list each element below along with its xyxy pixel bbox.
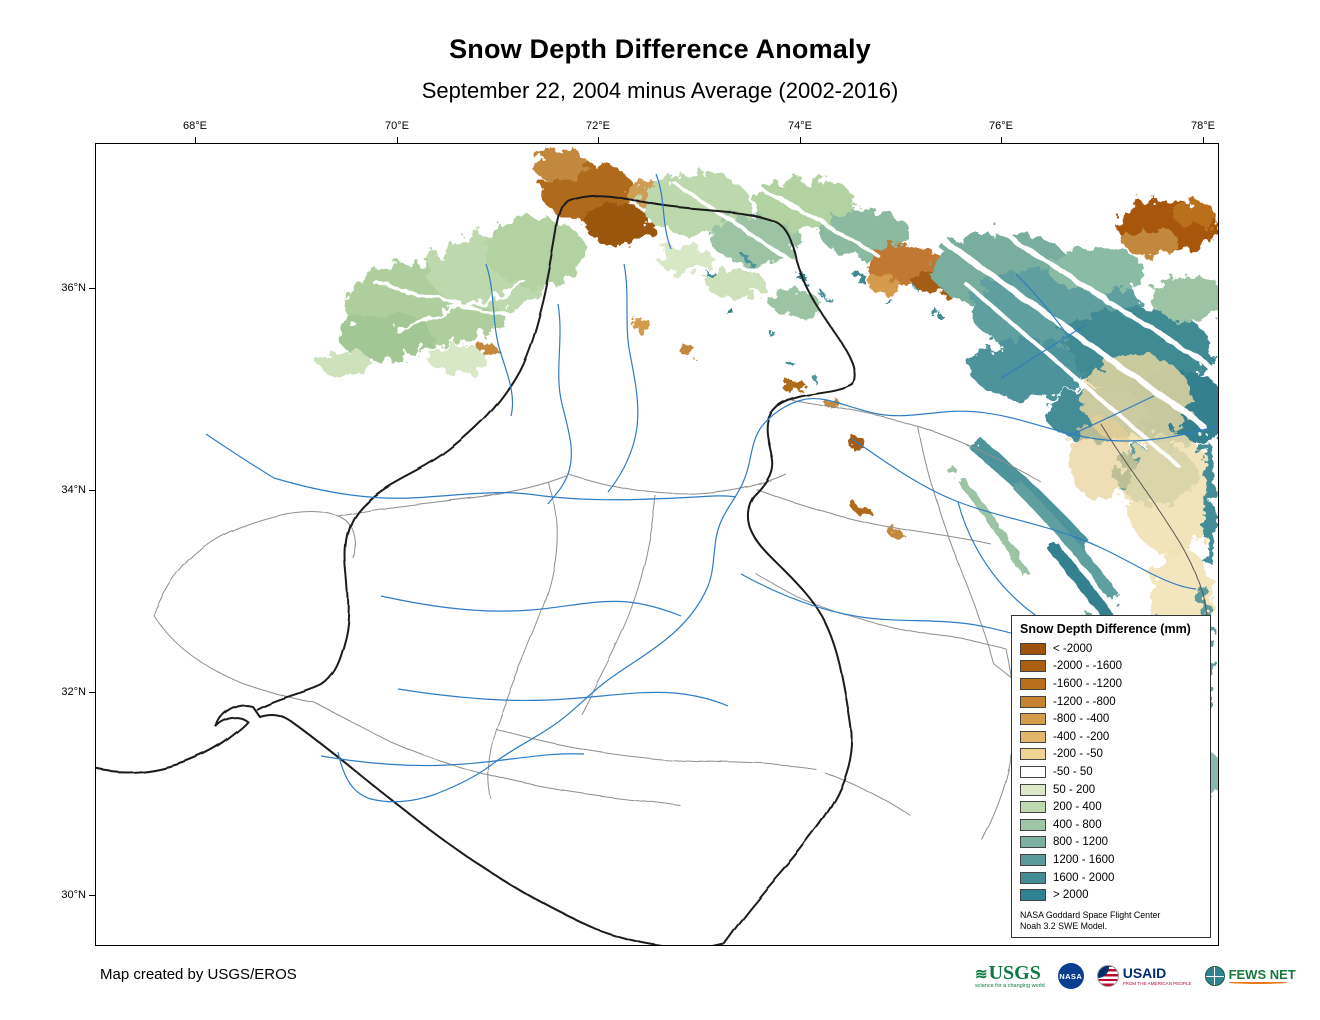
legend-label: 50 - 200 [1053,783,1096,796]
legend-title: Snow Depth Difference (mm) [1020,622,1191,636]
legend-row: -800 - -400 [1020,710,1202,728]
legend-label: 1600 - 2000 [1053,871,1115,884]
legend: Snow Depth Difference (mm) < -2000 -2000… [1011,615,1211,938]
legend-source-line2: Noah 3.2 SWE Model. [1020,920,1108,931]
legend-label: -1600 - -1200 [1053,677,1123,690]
legend-row: < -2000 [1020,640,1202,658]
y-tick-label: 30°N [61,889,86,901]
basin-boundary [96,193,856,945]
legend-label: -400 - -200 [1053,730,1110,743]
legend-row: 800 - 1200 [1020,834,1202,852]
legend-swatch [1020,695,1046,708]
legend-swatch [1020,783,1046,796]
legend-swatch [1020,642,1046,655]
map-credit: Map created by USGS/EROS [100,966,297,983]
legend-swatch [1020,677,1046,690]
usaid-tagline: FROM THE AMERICAN PEOPLE [1122,981,1192,986]
y-tick-mark [89,288,95,289]
x-tick-mark [397,137,398,143]
x-tick-mark [1203,137,1204,143]
legend-swatch [1020,660,1046,673]
legend-row: -400 - -200 [1020,728,1202,746]
legend-row: -50 - 50 [1020,763,1202,781]
legend-source-note: NASA Goddard Space Flight Center Noah 3.… [1020,910,1202,932]
y-tick-label: 34°N [61,484,86,496]
fewsnet-logo: FEWS NET [1204,966,1296,986]
legend-label: -1200 - -800 [1053,695,1116,708]
y-tick-mark [89,490,95,491]
x-tick-label: 70°E [385,120,409,132]
page-subtitle: September 22, 2004 minus Average (2002-2… [421,78,899,103]
legend-swatch [1020,836,1046,849]
legend-swatch [1020,730,1046,743]
legend-row: 200 - 400 [1020,798,1202,816]
x-tick-mark [800,137,801,143]
legend-row: -2000 - -1600 [1020,658,1202,676]
legend-swatch [1020,871,1046,884]
page-title: Snow Depth Difference Anomaly [449,34,871,64]
usaid-logo: USAID FROM THE AMERICAN PEOPLE [1096,965,1192,987]
legend-label: 1200 - 1600 [1053,853,1115,866]
logo-strip: ≋USGS science for a changing world NASA … [975,956,1296,996]
usgs-wave-icon: ≋ [975,966,988,983]
legend-label: -2000 - -1600 [1053,660,1123,673]
legend-row: 1200 - 1600 [1020,851,1202,869]
legend-label: -200 - -50 [1053,748,1103,761]
legend-row: > 2000 [1020,886,1202,904]
x-tick-label: 68°E [183,120,207,132]
usaid-wordmark: USAID [1122,965,1167,981]
legend-label: > 2000 [1053,889,1089,902]
usgs-wordmark: USGS [988,961,1041,984]
legend-swatch [1020,748,1046,761]
y-tick-mark [89,895,95,896]
x-tick-mark [1001,137,1002,143]
usaid-flag-icon [1096,965,1119,987]
legend-row: -1200 - -800 [1020,693,1202,711]
x-tick-label: 74°E [788,120,812,132]
fewsnet-wordmark: FEWS NET [1228,967,1296,982]
x-tick-mark [195,137,196,143]
legend-swatch [1020,765,1046,778]
legend-swatch [1020,889,1046,902]
globe-icon [1204,966,1225,986]
y-tick-label: 36°N [61,282,86,294]
usgs-tagline: science for a changing world [975,982,1045,989]
legend-label: < -2000 [1053,642,1093,655]
legend-source-line1: NASA Goddard Space Flight Center [1020,909,1161,920]
legend-row: 400 - 800 [1020,816,1202,834]
legend-swatch [1020,801,1046,814]
legend-label: 800 - 1200 [1053,836,1108,849]
legend-label: 400 - 800 [1053,818,1102,831]
x-tick-label: 76°E [989,120,1013,132]
y-tick-mark [89,692,95,693]
map-frame: Snow Depth Difference (mm) < -2000 -2000… [95,143,1219,946]
nasa-wordmark: NASA [1059,971,1083,981]
x-tick-mark [598,137,599,143]
legend-row: -200 - -50 [1020,746,1202,764]
legend-swatch [1020,818,1046,831]
usgs-logo: ≋USGS science for a changing world [975,963,1045,990]
nasa-logo: NASA [1057,963,1084,989]
legend-label: -50 - 50 [1053,765,1093,778]
fewsnet-swoosh [1228,981,1287,984]
watershed-boundary [255,193,856,945]
legend-row: 50 - 200 [1020,781,1202,799]
valley-gaps [374,172,1217,466]
legend-label: -800 - -400 [1053,713,1110,726]
legend-row: -1600 - -1200 [1020,675,1202,693]
legend-label: 200 - 400 [1053,801,1102,814]
legend-row: 1600 - 2000 [1020,869,1202,887]
y-tick-label: 32°N [61,686,86,698]
coastline [96,704,725,945]
x-tick-label: 78°E [1191,120,1215,132]
x-tick-label: 72°E [586,120,610,132]
legend-swatch [1020,713,1046,726]
legend-swatch [1020,853,1046,866]
